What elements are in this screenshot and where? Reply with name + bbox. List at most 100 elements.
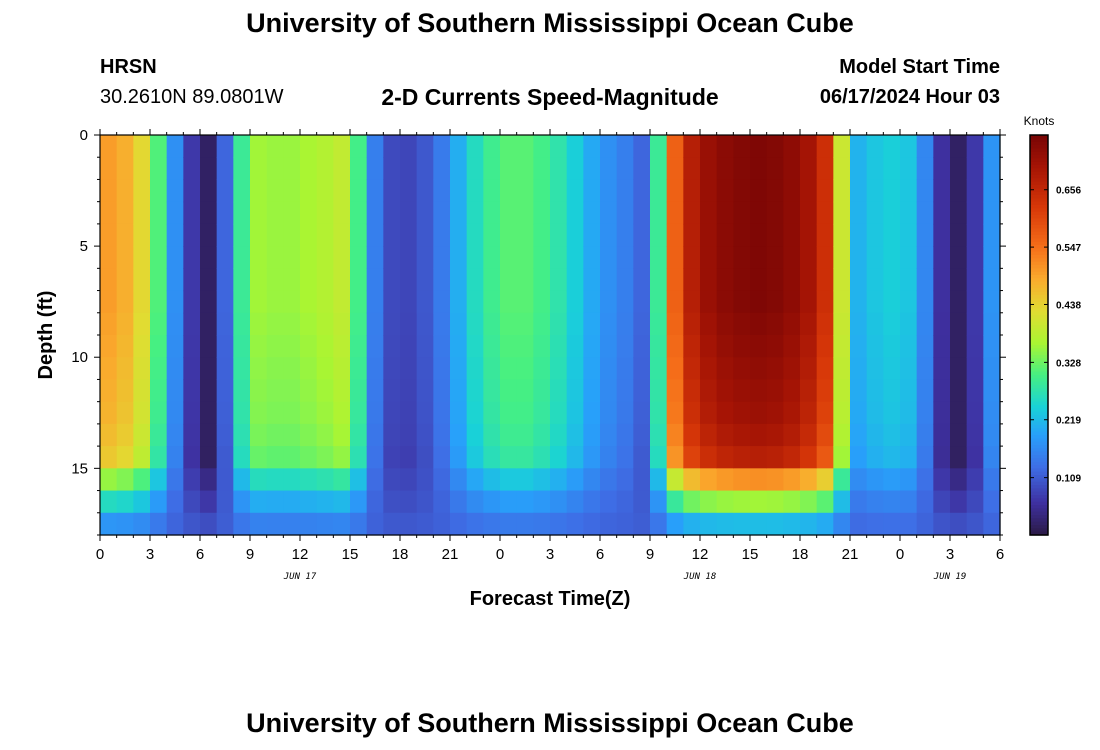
heatmap-cell xyxy=(583,512,601,536)
heatmap-cell xyxy=(350,379,368,403)
heatmap-cell xyxy=(966,446,984,469)
heatmap-cell xyxy=(716,290,734,314)
heatmap-cell xyxy=(433,179,451,203)
date-label: JUN 18 xyxy=(683,572,717,582)
heatmap-cell xyxy=(983,201,1001,225)
heatmap-cell xyxy=(400,423,418,447)
heatmap-cell xyxy=(833,201,851,225)
heatmap-cell xyxy=(550,512,568,536)
heatmap-cell xyxy=(216,290,234,314)
heatmap-cell xyxy=(800,446,818,469)
heatmap-cell xyxy=(833,512,851,536)
heatmap-cell xyxy=(666,423,684,447)
heatmap-cell xyxy=(583,490,601,514)
heatmap-cell xyxy=(133,446,151,469)
heatmap-cell xyxy=(600,312,618,336)
heatmap-cell xyxy=(316,246,334,269)
heatmap-cell xyxy=(750,401,768,425)
heatmap-cell xyxy=(383,401,401,425)
heatmap-cell xyxy=(100,357,118,381)
colorbar-segment xyxy=(1030,185,1048,189)
heatmap-cell xyxy=(700,157,718,181)
heatmap-cell xyxy=(250,268,268,292)
heatmap-cell xyxy=(183,379,201,403)
heatmap-cell xyxy=(616,223,634,247)
heatmap-cell xyxy=(383,512,401,536)
heatmap-cell xyxy=(183,268,201,292)
heatmap-cell xyxy=(983,468,1001,492)
colorbar-segment xyxy=(1030,428,1048,433)
heatmap-cell xyxy=(366,468,384,492)
heatmap-cell xyxy=(183,490,201,514)
colorbar-segment xyxy=(1030,141,1048,146)
heatmap-cell xyxy=(316,268,334,292)
heatmap-cell xyxy=(100,446,118,469)
heatmap-cell xyxy=(916,468,934,492)
heatmap-cell xyxy=(416,357,434,381)
colorbar-segment xyxy=(1030,381,1048,386)
heatmap-cell xyxy=(433,379,451,403)
colorbar-segment xyxy=(1030,451,1048,456)
x-tick-label: 21 xyxy=(842,546,859,563)
heatmap-cell xyxy=(616,446,634,469)
heatmap-cell xyxy=(616,401,634,425)
heatmap-cell xyxy=(800,135,818,158)
heatmap-cell xyxy=(183,357,201,381)
heatmap-cell xyxy=(816,512,834,536)
heatmap-cell xyxy=(466,157,484,181)
heatmap-cell xyxy=(800,335,818,358)
heatmap-cell xyxy=(583,268,601,292)
heatmap-cell xyxy=(733,379,751,403)
heatmap-cell xyxy=(466,201,484,225)
colorbar-segment xyxy=(1030,475,1048,479)
heatmap-cell xyxy=(200,423,218,447)
heatmap-cell xyxy=(900,423,918,447)
heatmap-cell xyxy=(600,468,618,492)
heatmap-cell xyxy=(900,246,918,269)
heatmap-cell xyxy=(583,312,601,336)
colorbar-segment xyxy=(1030,308,1048,313)
heatmap-cell xyxy=(383,135,401,158)
heatmap-cell xyxy=(366,290,384,314)
heatmap-cell xyxy=(400,157,418,181)
heatmap-cell xyxy=(683,223,701,247)
heatmap-cell xyxy=(166,157,184,181)
heatmap-cell xyxy=(950,290,968,314)
heatmap-cell xyxy=(983,223,1001,247)
colorbar-segment xyxy=(1030,378,1048,383)
heatmap-cell xyxy=(266,357,284,381)
heatmap-cell xyxy=(733,268,751,292)
heatmap-cell xyxy=(933,490,951,514)
colorbar-segment xyxy=(1030,288,1048,293)
heatmap-cell xyxy=(983,423,1001,447)
heatmap-cell xyxy=(266,312,284,336)
heatmap-cell xyxy=(950,423,968,447)
heatmap-cell xyxy=(766,179,784,203)
heatmap-cell xyxy=(800,179,818,203)
heatmap-cell xyxy=(483,468,501,492)
heatmap-cell xyxy=(850,268,868,292)
heatmap-cell xyxy=(600,401,618,425)
heatmap-cell xyxy=(433,246,451,269)
heatmap-cell xyxy=(233,179,251,203)
heatmap-cell xyxy=(416,423,434,447)
heatmap-cell xyxy=(316,335,334,358)
heatmap-cell xyxy=(483,223,501,247)
colorbar-segment xyxy=(1030,365,1048,369)
colorbar-segment xyxy=(1030,238,1048,243)
heatmap-cell xyxy=(850,335,868,358)
colorbar-segment xyxy=(1030,418,1048,423)
heatmap-cell xyxy=(733,223,751,247)
heatmap-cell xyxy=(416,135,434,158)
heatmap-cell xyxy=(366,312,384,336)
heatmap-cell xyxy=(250,201,268,225)
heatmap-cell xyxy=(350,312,368,336)
heatmap-cell xyxy=(966,135,984,158)
heatmap-cell xyxy=(500,268,518,292)
heatmap-cell xyxy=(333,157,351,181)
heatmap-cell xyxy=(300,201,318,225)
colorbar-segment xyxy=(1030,515,1048,519)
heatmap-cell xyxy=(666,179,684,203)
heatmap-cell xyxy=(916,268,934,292)
heatmap-cell xyxy=(616,290,634,314)
